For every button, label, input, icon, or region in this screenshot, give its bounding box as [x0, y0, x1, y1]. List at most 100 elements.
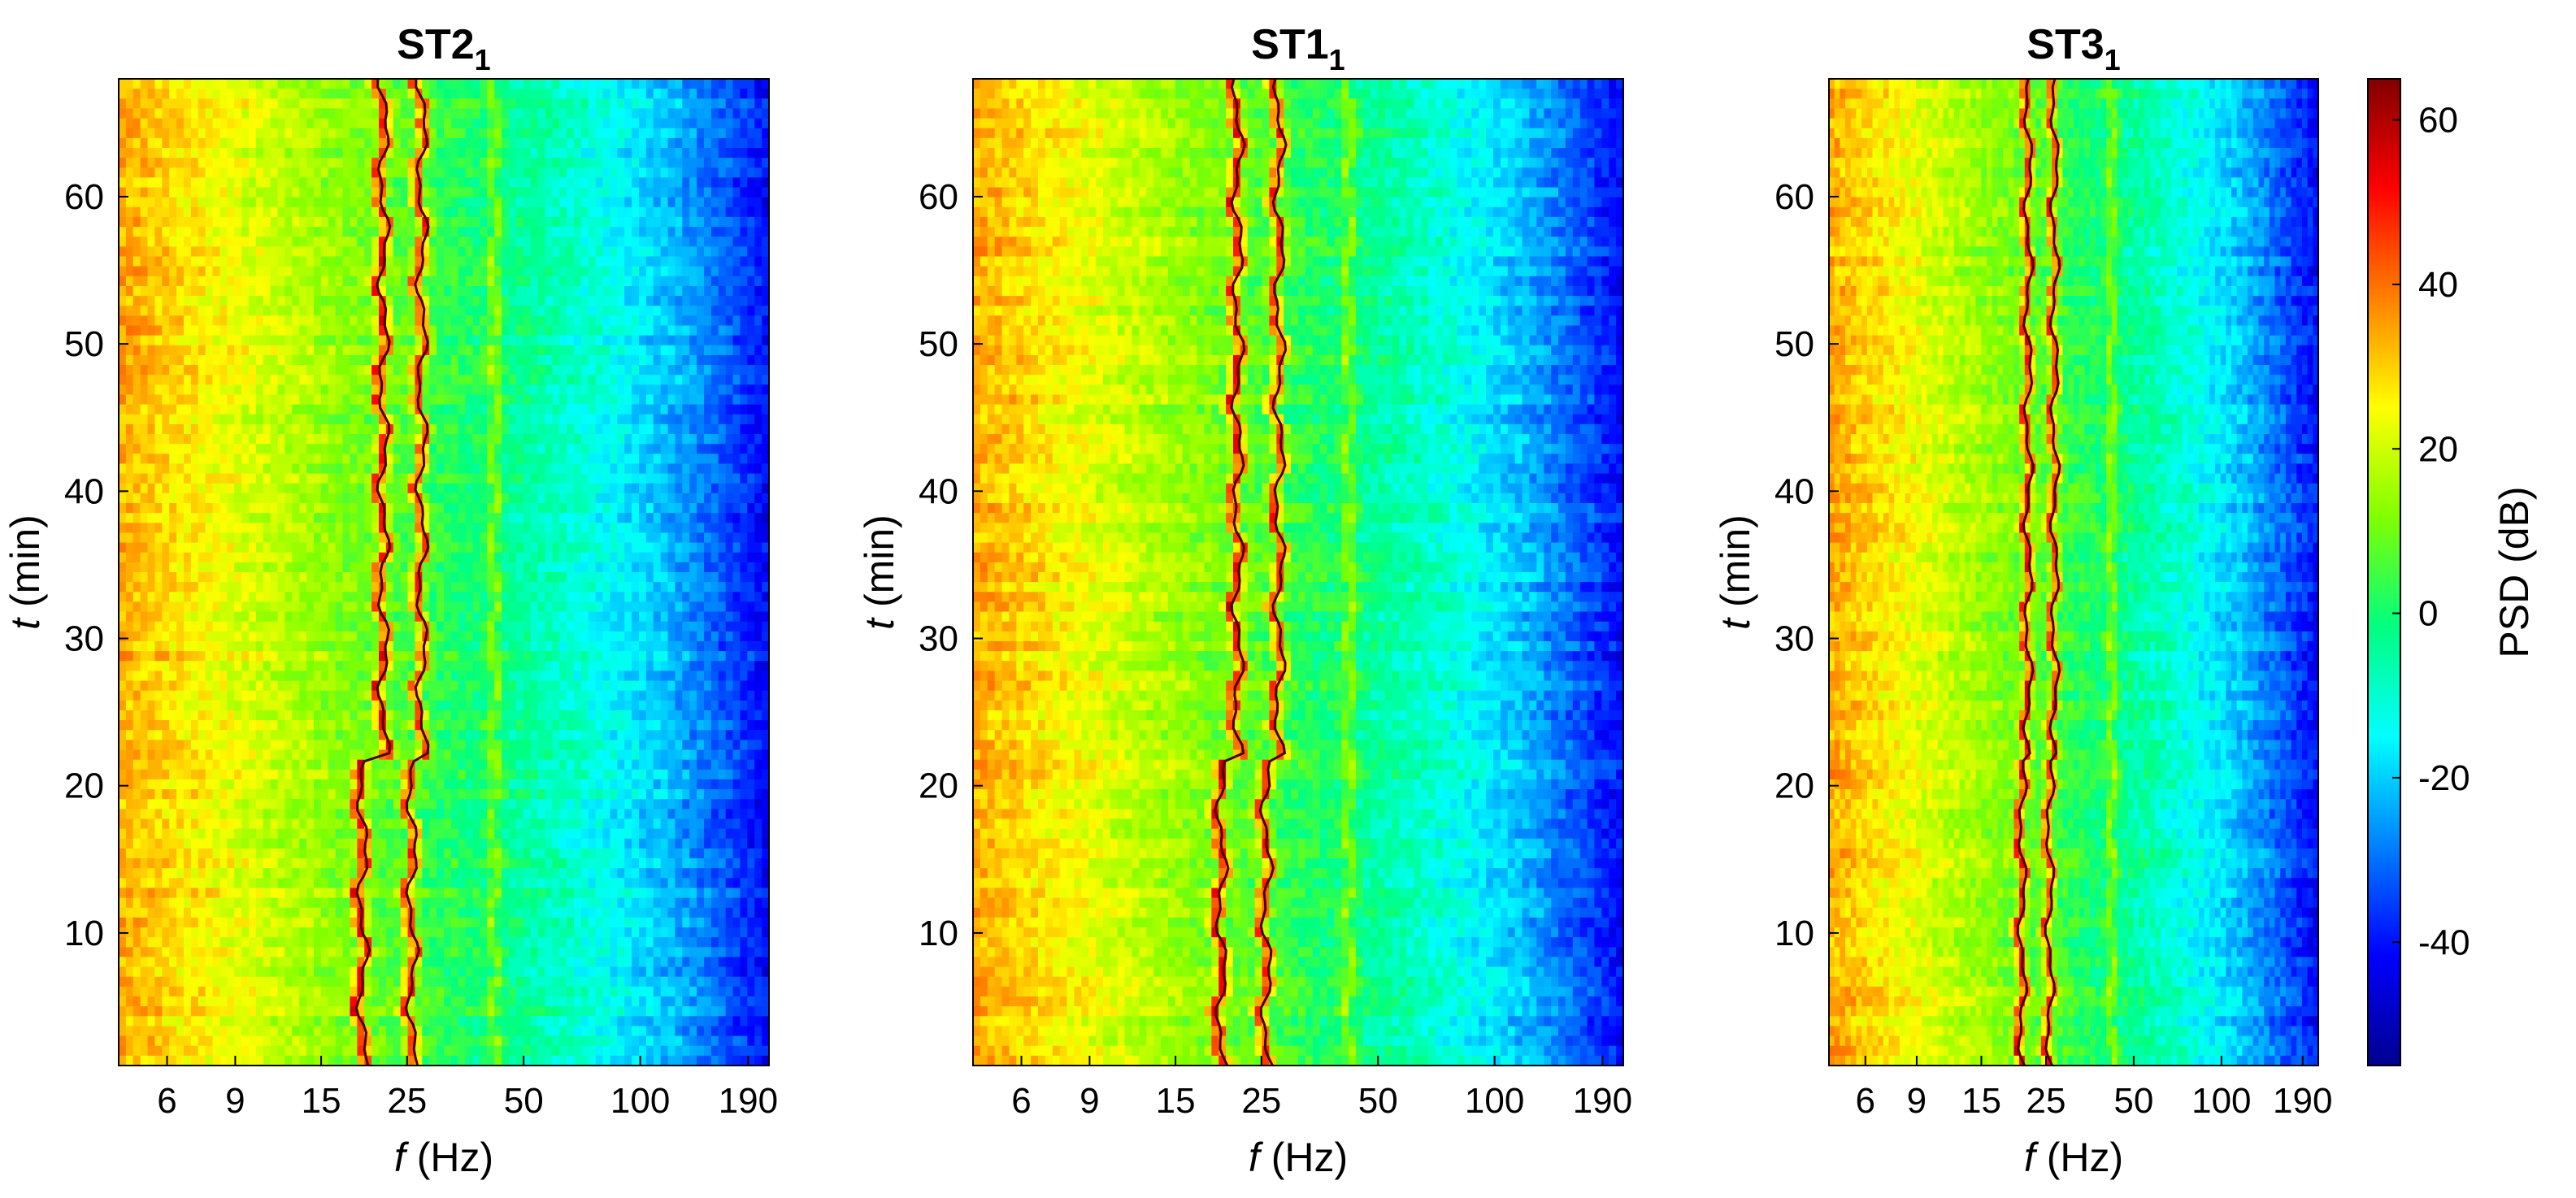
- heatmap-cell: [588, 246, 597, 258]
- heatmap-cell: [458, 177, 467, 189]
- heatmap-cell: [487, 384, 495, 396]
- heatmap-cell: [660, 187, 669, 198]
- heatmap-cell: [653, 335, 662, 346]
- heatmap-cell: [588, 444, 597, 454]
- heatmap-cell: [450, 532, 459, 544]
- heatmap-cell: [306, 197, 315, 208]
- heatmap-cell: [241, 611, 250, 623]
- heatmap-cell: [472, 177, 481, 189]
- heatmap-cell: [379, 513, 387, 523]
- heatmap-cell: [639, 266, 647, 277]
- heatmap-cell: [502, 562, 510, 573]
- heatmap-cell: [350, 582, 358, 592]
- heatmap-cell: [537, 354, 546, 366]
- heatmap-cell: [371, 197, 380, 208]
- heatmap-cell: [602, 562, 611, 573]
- heatmap-cell: [227, 108, 235, 119]
- heatmap-cell: [653, 325, 662, 336]
- heatmap-cell: [465, 315, 474, 327]
- heatmap-cell: [385, 354, 394, 366]
- heatmap-cell: [292, 582, 300, 592]
- heatmap-cell: [530, 89, 539, 99]
- heatmap-cell: [667, 611, 676, 623]
- heatmap-cell: [364, 572, 372, 583]
- heatmap-cell: [335, 354, 344, 366]
- heatmap-cell: [219, 463, 228, 475]
- heatmap-cell: [299, 423, 307, 435]
- heatmap-cell: [740, 354, 748, 366]
- heatmap-cell: [371, 128, 380, 139]
- heatmap-cell: [119, 532, 127, 544]
- heatmap-cell: [364, 256, 372, 267]
- heatmap-cell: [602, 601, 611, 613]
- heatmap-cell: [198, 611, 206, 623]
- heatmap-cell: [407, 423, 416, 435]
- heatmap-cell: [407, 454, 416, 465]
- heatmap-cell: [632, 394, 640, 406]
- heatmap-cell: [444, 611, 452, 623]
- heatmap-cell: [299, 335, 307, 346]
- heatmap-cell: [444, 503, 452, 514]
- heatmap-cell: [364, 306, 372, 316]
- heatmap-cell: [407, 285, 416, 297]
- heatmap-cell: [624, 454, 632, 465]
- heatmap-cell: [580, 414, 589, 425]
- heatmap-cell: [190, 325, 199, 336]
- heatmap-cell: [718, 375, 727, 385]
- heatmap-cell: [450, 237, 459, 247]
- heatmap-cell: [249, 227, 257, 237]
- heatmap-cell: [465, 345, 474, 356]
- heatmap-cell: [697, 147, 705, 158]
- heatmap-cell: [725, 552, 734, 563]
- heatmap-cell: [595, 237, 604, 247]
- heatmap-cell: [509, 414, 517, 425]
- heatmap-cell: [147, 306, 156, 316]
- heatmap-cell: [725, 404, 734, 415]
- heatmap-cell: [292, 137, 300, 149]
- heatmap-cell: [393, 276, 402, 287]
- heatmap-cell: [212, 592, 221, 603]
- heatmap-cell: [277, 246, 286, 258]
- heatmap-cell: [190, 434, 199, 445]
- heatmap-cell: [552, 256, 560, 267]
- heatmap-cell: [574, 384, 582, 396]
- heatmap-cell: [154, 611, 163, 623]
- heatmap-cell: [458, 375, 467, 385]
- heatmap-cell: [407, 434, 416, 445]
- heatmap-cell: [697, 108, 705, 119]
- heatmap-cell: [371, 335, 380, 346]
- heatmap-cell: [472, 216, 481, 228]
- heatmap-cell: [653, 365, 662, 375]
- heatmap-cell: [725, 325, 734, 336]
- heatmap-cell: [487, 216, 495, 228]
- heatmap-cell: [588, 532, 597, 544]
- heatmap-cell: [653, 246, 662, 258]
- heatmap-cell: [198, 513, 206, 523]
- heatmap-cell: [718, 167, 727, 178]
- heatmap-cell: [335, 197, 344, 208]
- heatmap-cell: [450, 158, 459, 168]
- heatmap-cell: [472, 108, 481, 119]
- heatmap-cell: [154, 454, 163, 465]
- heatmap-cell: [119, 503, 127, 514]
- heatmap-cell: [125, 285, 134, 297]
- heatmap-cell: [444, 483, 452, 494]
- heatmap-cell: [140, 532, 149, 544]
- heatmap-cell: [639, 197, 647, 208]
- heatmap-cell: [487, 354, 495, 366]
- heatmap-cell: [545, 552, 553, 563]
- heatmap-cell: [718, 552, 727, 563]
- heatmap-cell: [407, 197, 416, 208]
- heatmap-cell: [639, 118, 647, 129]
- heatmap-cell: [697, 256, 705, 267]
- heatmap-cell: [140, 493, 149, 504]
- heatmap-cell: [747, 345, 755, 356]
- heatmap-cell: [697, 315, 705, 327]
- heatmap-cell: [184, 197, 192, 208]
- heatmap-cell: [530, 345, 539, 356]
- heatmap-cell: [574, 137, 582, 149]
- heatmap-cell: [320, 444, 329, 454]
- heatmap-cell: [465, 444, 474, 454]
- heatmap-cell: [437, 434, 445, 445]
- heatmap-cell: [487, 237, 495, 247]
